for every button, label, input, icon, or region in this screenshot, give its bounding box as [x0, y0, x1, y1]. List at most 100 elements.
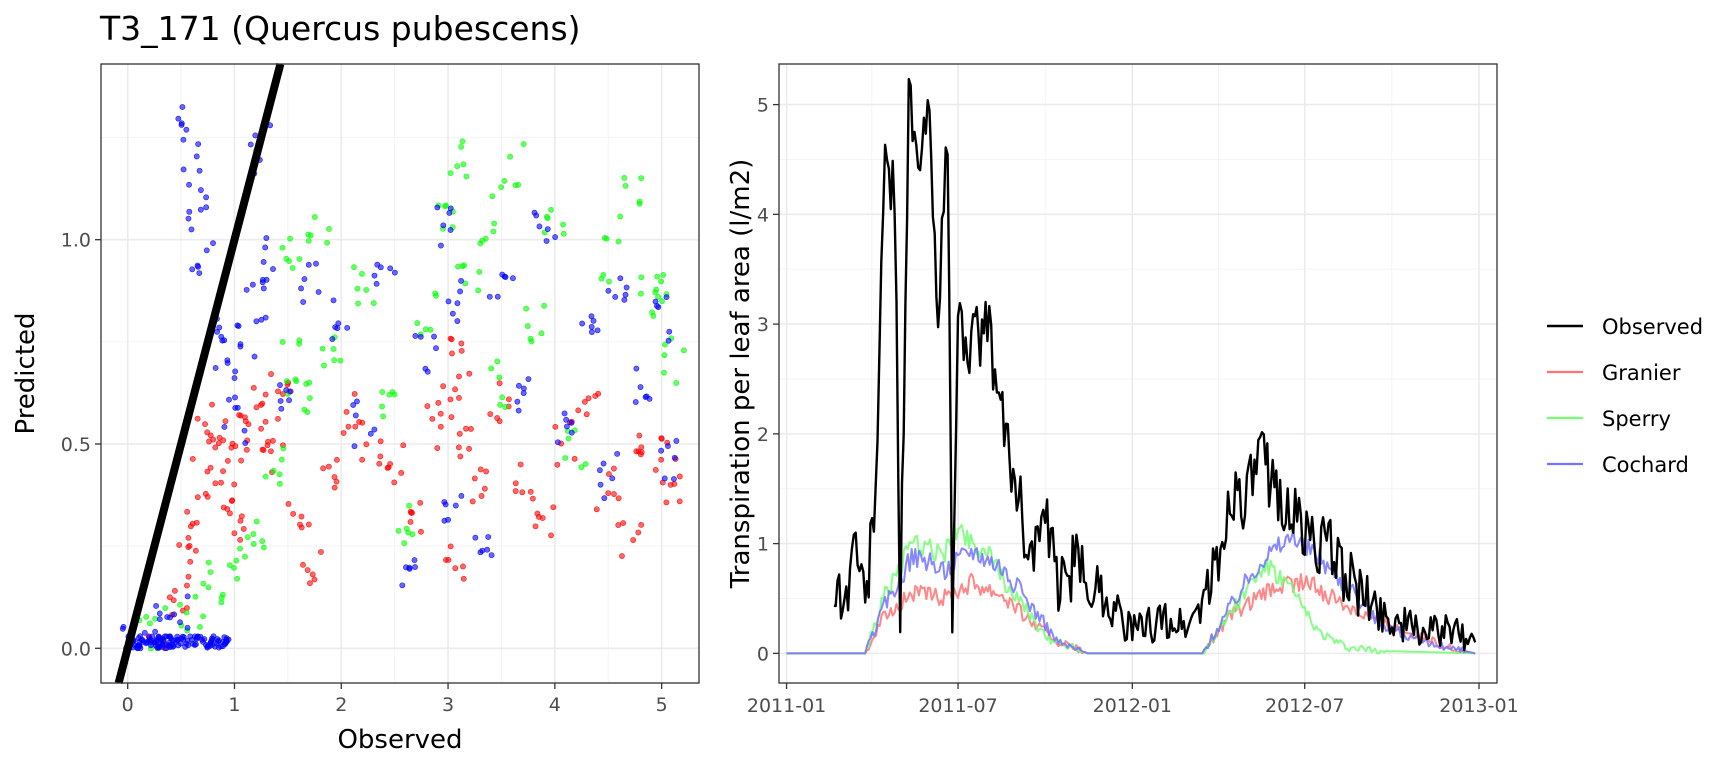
scatter-point — [431, 333, 437, 340]
scatter-point — [178, 120, 185, 127]
scatter-point — [311, 214, 318, 220]
scatter-point — [438, 242, 444, 249]
scatter-point — [222, 418, 229, 425]
scatter-point — [184, 624, 191, 631]
scatter-point — [259, 279, 266, 286]
scatter-point — [244, 534, 251, 541]
scatter-point — [673, 438, 680, 444]
scatter-point — [469, 498, 476, 505]
scatter-point — [565, 435, 572, 442]
scatter-point — [449, 310, 456, 317]
scatter-point — [579, 320, 586, 327]
scatter-point — [195, 263, 202, 270]
scatter-point — [186, 208, 193, 215]
scatter-point — [231, 375, 238, 381]
scatter-point — [400, 442, 407, 449]
scatter-point — [571, 455, 578, 462]
scatter-point — [315, 289, 322, 295]
scatter-point — [143, 639, 150, 646]
scatter-point — [237, 536, 244, 543]
scatter-point — [424, 403, 431, 410]
scatter-point — [192, 593, 199, 600]
scatter-point — [359, 456, 366, 463]
scatter-point — [680, 347, 687, 354]
scatter-point — [183, 609, 190, 616]
scatter-point — [562, 455, 569, 461]
scatter-point — [387, 265, 394, 272]
scatter-point — [568, 419, 575, 426]
scatter-point — [285, 501, 292, 507]
scatter-point — [250, 384, 257, 391]
scatter-point — [351, 391, 358, 397]
scatter-point — [147, 620, 153, 627]
scatter-point — [329, 336, 336, 342]
scatter-point — [354, 398, 360, 405]
scatter-point — [252, 132, 259, 139]
scatter-point — [238, 457, 245, 464]
scatter-point — [187, 633, 194, 640]
scatter-point — [434, 445, 441, 451]
legend: Observed Granier Sperry Cochard — [1547, 315, 1703, 477]
scatter-point — [476, 269, 483, 275]
scatter-point — [489, 193, 496, 200]
scatter-point — [635, 529, 642, 536]
scatter-point — [216, 434, 223, 441]
scatter-point — [496, 374, 503, 381]
scatter-point — [319, 345, 326, 352]
scatter-point — [630, 537, 637, 543]
scatter-point — [454, 300, 461, 307]
scatter-point — [305, 231, 312, 238]
scatter-point — [595, 390, 602, 397]
scatter-point — [498, 184, 505, 191]
scatter-point — [260, 259, 267, 265]
scatter-point — [171, 587, 178, 594]
scatter-point — [279, 339, 286, 345]
scatter-point — [632, 399, 639, 405]
scatter-point — [283, 387, 290, 393]
scatter-point — [475, 287, 482, 294]
scatter-point — [306, 395, 313, 402]
scatter-point — [270, 266, 276, 272]
scatter-point — [380, 413, 387, 420]
scatter-point — [638, 274, 645, 281]
legend-label-cochard: Cochard — [1602, 453, 1689, 477]
scatter-point — [502, 274, 509, 280]
scatter-point — [636, 432, 643, 439]
scatter-point — [488, 552, 495, 559]
scatter-point — [171, 611, 178, 618]
scatter-point — [307, 580, 313, 587]
scatter-point — [260, 285, 267, 292]
scatter-point — [359, 419, 366, 426]
scatter-point — [652, 289, 659, 296]
scatter-point — [298, 285, 304, 292]
scatter-point — [313, 260, 319, 267]
scatter-point — [543, 238, 550, 244]
scatter-point — [447, 396, 454, 403]
scatter-point — [324, 239, 330, 246]
scatter-point — [512, 480, 519, 487]
scatter-point — [203, 247, 210, 254]
scatter-point — [611, 491, 617, 497]
scatter-point — [243, 446, 250, 453]
scatter-point — [136, 642, 142, 649]
scatter-point — [184, 582, 190, 589]
scatter-point — [262, 314, 269, 321]
scatter-point — [441, 517, 448, 524]
scatter-point — [306, 379, 313, 386]
scatter-point — [606, 471, 612, 477]
scatter-point — [219, 337, 226, 344]
scatter-point — [466, 370, 473, 377]
scatter-point — [277, 398, 284, 404]
scatter-point — [301, 276, 308, 282]
scatter-point — [186, 181, 192, 188]
scatter-point — [253, 404, 260, 411]
scatter-point — [359, 270, 365, 277]
scatter-point — [458, 493, 465, 499]
scatter-point — [232, 443, 239, 450]
scatter-point — [176, 542, 183, 548]
scatter-point — [623, 284, 630, 291]
scatter-point — [141, 629, 148, 636]
scatter-point — [432, 290, 439, 297]
scatter-point — [447, 227, 454, 233]
scatter-point — [209, 642, 216, 648]
